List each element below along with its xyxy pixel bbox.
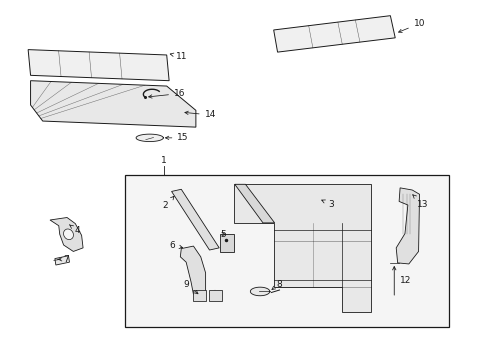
Text: 13: 13: [412, 195, 428, 209]
Text: 11: 11: [170, 52, 187, 61]
Polygon shape: [30, 81, 196, 127]
Text: 12: 12: [399, 275, 410, 284]
Bar: [125, 175, 448, 327]
Polygon shape: [220, 234, 233, 252]
Polygon shape: [180, 246, 205, 294]
Text: 15: 15: [165, 133, 188, 142]
Polygon shape: [250, 287, 269, 296]
Polygon shape: [395, 188, 419, 264]
Polygon shape: [193, 290, 205, 301]
Text: 4: 4: [69, 225, 80, 235]
Text: 7: 7: [58, 255, 69, 264]
Text: 9: 9: [183, 280, 198, 294]
Text: 2: 2: [163, 196, 174, 210]
Polygon shape: [234, 184, 274, 223]
Polygon shape: [50, 217, 83, 251]
Text: 8: 8: [271, 280, 281, 289]
Text: 1: 1: [161, 156, 167, 165]
Polygon shape: [273, 16, 394, 52]
Polygon shape: [209, 290, 221, 301]
Ellipse shape: [63, 229, 73, 240]
Polygon shape: [171, 189, 219, 250]
Text: 16: 16: [148, 89, 185, 98]
Text: 3: 3: [321, 200, 333, 209]
Text: 14: 14: [184, 111, 216, 120]
Polygon shape: [277, 190, 324, 203]
Text: 5: 5: [220, 230, 225, 239]
Polygon shape: [55, 256, 69, 265]
Text: 6: 6: [169, 240, 182, 249]
Polygon shape: [28, 50, 169, 81]
Polygon shape: [136, 134, 163, 141]
Text: 10: 10: [398, 19, 425, 32]
Polygon shape: [233, 184, 370, 312]
